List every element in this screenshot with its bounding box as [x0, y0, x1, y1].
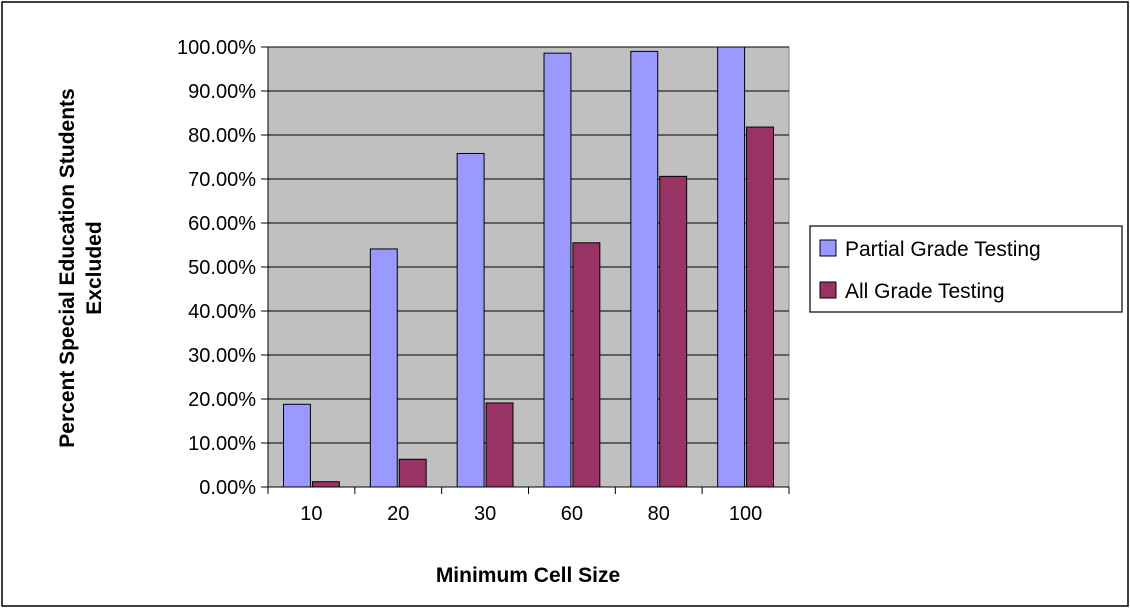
- x-tick-label: 30: [474, 503, 496, 525]
- y-tick-label: 100.00%: [177, 37, 256, 59]
- y-tick-label: 10.00%: [188, 433, 256, 455]
- y-tick-label: 80.00%: [188, 125, 256, 147]
- x-tick-label: 20: [387, 503, 409, 525]
- bar-all-grade-testing-100: [746, 126, 775, 488]
- bar-partial-grade-testing-10: [282, 403, 311, 488]
- x-tick-label: 100: [729, 503, 762, 525]
- x-axis-title: Minimum Cell Size: [436, 564, 620, 587]
- bar-partial-grade-testing-20: [369, 248, 398, 488]
- y-tick-label: 20.00%: [188, 389, 256, 411]
- bar-partial-grade-testing-80: [630, 50, 659, 488]
- bar-partial-grade-testing-60: [543, 52, 572, 488]
- bar-all-grade-testing-80: [659, 175, 688, 488]
- x-tick-label: 80: [648, 503, 670, 525]
- bar-partial-grade-testing-100: [717, 46, 746, 488]
- y-axis-title-line-1: Percent Special Education Students: [56, 88, 79, 447]
- y-tick-label: 50.00%: [188, 257, 256, 279]
- y-tick-label: 0.00%: [199, 477, 256, 499]
- bar-partial-grade-testing-30: [456, 152, 485, 488]
- y-axis-title: Percent Special Education Students Exclu…: [56, 88, 106, 447]
- legend: Partial Grade Testing All Grade Testing: [809, 225, 1123, 313]
- bar-all-grade-testing-30: [485, 402, 514, 488]
- y-tick-label: 30.00%: [188, 345, 256, 367]
- y-axis-title-line-2: Excluded: [83, 221, 106, 314]
- x-tick-label: 10: [300, 503, 322, 525]
- legend-swatch-all-grade-testing: [819, 281, 837, 299]
- legend-box: [809, 225, 1123, 313]
- y-tick-label: 70.00%: [188, 169, 256, 191]
- x-tick-label: 60: [561, 503, 583, 525]
- legend-swatch-partial-grade-testing: [819, 239, 837, 257]
- y-tick-label: 90.00%: [188, 81, 256, 103]
- bar-all-grade-testing-60: [572, 242, 601, 488]
- legend-label-partial-grade-testing: Partial Grade Testing: [845, 238, 1041, 261]
- y-tick-label: 60.00%: [188, 213, 256, 235]
- bar-all-grade-testing-10: [311, 481, 340, 488]
- bar-all-grade-testing-20: [398, 458, 427, 488]
- legend-label-all-grade-testing: All Grade Testing: [845, 280, 1005, 303]
- y-tick-label: 40.00%: [188, 301, 256, 323]
